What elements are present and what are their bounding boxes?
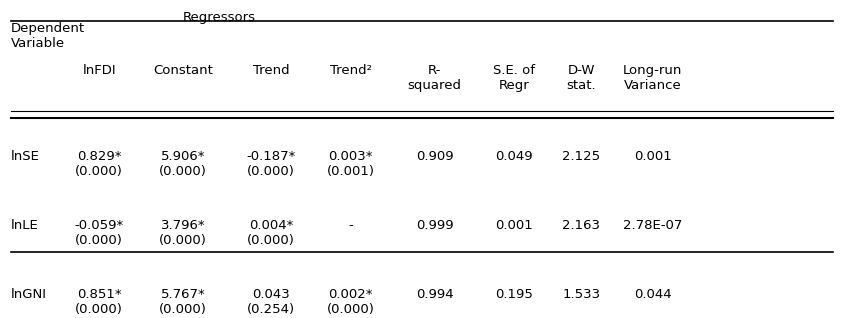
- Text: Trend²: Trend²: [330, 64, 371, 77]
- Text: 0.043
(0.254): 0.043 (0.254): [247, 288, 295, 316]
- Text: R-
squared: R- squared: [408, 64, 462, 92]
- Text: Constant: Constant: [153, 64, 213, 77]
- Text: lnSE: lnSE: [11, 150, 40, 162]
- Text: 0.999: 0.999: [416, 219, 453, 232]
- Text: 0.001: 0.001: [634, 150, 672, 162]
- Text: lnGNI: lnGNI: [11, 288, 47, 301]
- Text: 5.767*
(0.000): 5.767* (0.000): [160, 288, 207, 316]
- Text: -0.187*
(0.000): -0.187* (0.000): [246, 150, 295, 178]
- Text: 0.851*
(0.000): 0.851* (0.000): [75, 288, 123, 316]
- Text: Trend: Trend: [252, 64, 289, 77]
- Text: 0.909: 0.909: [416, 150, 453, 162]
- Text: 0.994: 0.994: [416, 288, 453, 301]
- Text: -0.059*
(0.000): -0.059* (0.000): [74, 219, 124, 247]
- Text: 2.125: 2.125: [562, 150, 600, 162]
- Text: 0.003*
(0.001): 0.003* (0.001): [327, 150, 375, 178]
- Text: 0.002*
(0.000): 0.002* (0.000): [327, 288, 375, 316]
- Text: -: -: [349, 219, 353, 232]
- Text: 5.906*
(0.000): 5.906* (0.000): [160, 150, 207, 178]
- Text: 1.533: 1.533: [562, 288, 600, 301]
- Text: D-W
stat.: D-W stat.: [566, 64, 596, 92]
- Text: 0.049: 0.049: [495, 150, 533, 162]
- Text: 0.195: 0.195: [495, 288, 533, 301]
- Text: 2.78E-07: 2.78E-07: [623, 219, 682, 232]
- Text: 0.829*
(0.000): 0.829* (0.000): [75, 150, 123, 178]
- Text: S.E. of
Regr: S.E. of Regr: [493, 64, 535, 92]
- Text: Dependent
Variable: Dependent Variable: [11, 22, 85, 50]
- Text: Regressors: Regressors: [183, 11, 256, 24]
- Text: lnLE: lnLE: [11, 219, 39, 232]
- Text: 0.044: 0.044: [634, 288, 671, 301]
- Text: Long-run
Variance: Long-run Variance: [623, 64, 682, 92]
- Text: 0.001: 0.001: [495, 219, 533, 232]
- Text: 0.004*
(0.000): 0.004* (0.000): [247, 219, 295, 247]
- Text: 2.163: 2.163: [562, 219, 600, 232]
- Text: 3.796*
(0.000): 3.796* (0.000): [160, 219, 207, 247]
- Text: lnFDI: lnFDI: [83, 64, 116, 77]
